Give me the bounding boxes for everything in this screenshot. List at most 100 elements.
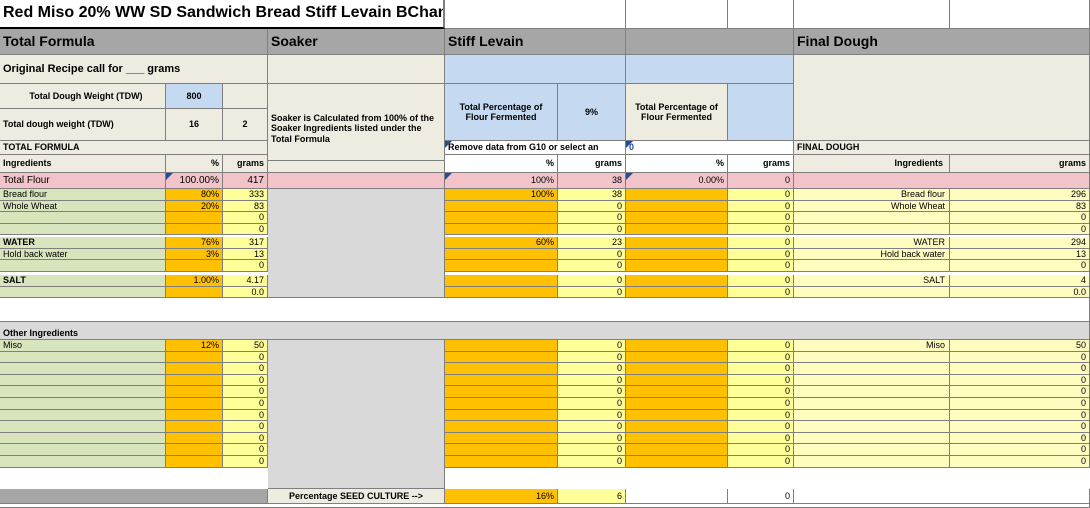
ingredient-grams[interactable]: 0	[223, 410, 268, 421]
sheet-title[interactable]: Red Miso 20% WW SD Sandwich Bread Stiff …	[0, 0, 445, 29]
ingredient-grams[interactable]: 0	[223, 224, 268, 235]
c4-pct[interactable]	[626, 386, 728, 398]
fd-ingredients-header[interactable]: Ingredients	[794, 155, 950, 173]
tdw2-extra[interactable]: 2	[223, 109, 268, 141]
pct-header[interactable]: %	[166, 155, 223, 173]
total-flour-pct[interactable]: 100.00%	[166, 173, 223, 189]
ingredient-pct[interactable]: 80%	[166, 189, 223, 201]
levain-grams[interactable]: 0	[558, 212, 626, 224]
final-dough-grams[interactable]: 0	[950, 352, 1090, 363]
final-dough-grams[interactable]: 0	[950, 421, 1090, 433]
ingredient-pct[interactable]	[166, 224, 223, 235]
ingredient-pct[interactable]: 1.00%	[166, 275, 223, 287]
ingredient-label[interactable]	[0, 224, 166, 235]
soaker-block[interactable]	[268, 340, 445, 489]
ingredient-grams[interactable]: 0	[223, 386, 268, 398]
ingredient-label[interactable]	[0, 375, 166, 386]
final-dough-grams[interactable]: 0	[950, 363, 1090, 375]
final-dough-label[interactable]	[794, 421, 950, 433]
ingredient-pct[interactable]	[166, 260, 223, 272]
empty-cell[interactable]	[626, 489, 728, 504]
c4-pct[interactable]	[626, 410, 728, 421]
c4-flour-grams[interactable]: 0	[728, 173, 794, 189]
ingredient-label[interactable]	[0, 363, 166, 375]
c4-grams[interactable]: 0	[728, 444, 794, 456]
ingredient-label[interactable]: WATER	[0, 237, 166, 249]
levain-grams[interactable]: 0	[558, 201, 626, 212]
levain-pct[interactable]	[445, 224, 558, 235]
ingredient-grams[interactable]: 0	[223, 456, 268, 468]
c4-grams[interactable]: 0	[728, 410, 794, 421]
c4-grams[interactable]: 0	[728, 237, 794, 249]
header-stiff-levain[interactable]: Stiff Levain	[445, 29, 626, 55]
levain-info[interactable]	[445, 55, 626, 84]
ingredient-label[interactable]: Hold back water	[0, 249, 166, 260]
final-dough-grams[interactable]: 0	[950, 398, 1090, 410]
ingredient-grams[interactable]: 0.0	[223, 287, 268, 298]
ingredient-grams[interactable]: 0	[223, 260, 268, 272]
final-dough-label[interactable]	[794, 287, 950, 298]
lev-pct-header[interactable]: %	[445, 155, 558, 173]
final-dough-label[interactable]: SALT	[794, 275, 950, 287]
tdw2-value[interactable]: 16	[166, 109, 223, 141]
ingredient-pct[interactable]	[166, 212, 223, 224]
levain-grams[interactable]: 0	[558, 275, 626, 287]
col4-pct-label[interactable]: Total Percentage of Flour Fermented	[626, 84, 728, 141]
empty-cell[interactable]	[728, 0, 794, 29]
levain-grams[interactable]: 0	[558, 352, 626, 363]
levain-grams[interactable]: 0	[558, 249, 626, 260]
c4-pct[interactable]	[626, 201, 728, 212]
c4-pct[interactable]	[626, 249, 728, 260]
seed-grams[interactable]: 6	[558, 489, 626, 504]
c4-pct[interactable]	[626, 456, 728, 468]
final-dough-label[interactable]	[794, 260, 950, 272]
c4-pct[interactable]	[626, 421, 728, 433]
final-dough-label[interactable]	[794, 224, 950, 235]
c4-grams[interactable]: 0	[728, 189, 794, 201]
final-dough-label[interactable]: Miso	[794, 340, 950, 352]
final-dough-label[interactable]	[794, 456, 950, 468]
levain-pct[interactable]	[445, 352, 558, 363]
levain-grams[interactable]: 0	[558, 224, 626, 235]
final-dough-grams[interactable]: 0	[950, 444, 1090, 456]
seed-culture-label[interactable]: Percentage SEED CULTURE -->	[268, 489, 445, 504]
levain-pct[interactable]	[445, 444, 558, 456]
final-dough-grams[interactable]: 50	[950, 340, 1090, 352]
fd-grams-header[interactable]: grams	[950, 155, 1090, 173]
c4-flour-pct[interactable]: 0.00%	[626, 173, 728, 189]
lev-grams-header[interactable]: grams	[558, 155, 626, 173]
header-blank[interactable]	[626, 29, 794, 55]
ingredient-grams[interactable]: 0	[223, 363, 268, 375]
total-flour-label[interactable]: Total Flour	[0, 173, 166, 189]
header-soaker[interactable]: Soaker	[268, 29, 445, 55]
final-dough-label[interactable]	[794, 398, 950, 410]
final-dough-grams[interactable]: 0	[950, 212, 1090, 224]
tdw2-label[interactable]: Total dough weight (TDW)	[0, 109, 166, 141]
levain-pct[interactable]	[445, 363, 558, 375]
final-dough-grams[interactable]: 0	[950, 456, 1090, 468]
ingredient-label[interactable]	[0, 410, 166, 421]
c4-grams[interactable]: 0	[728, 398, 794, 410]
c4-grams[interactable]: 0	[728, 212, 794, 224]
final-dough-grams[interactable]: 0	[950, 433, 1090, 444]
ingredient-pct[interactable]	[166, 363, 223, 375]
levain-pct[interactable]	[445, 386, 558, 398]
ingredient-label[interactable]	[0, 398, 166, 410]
ingredient-grams[interactable]: 83	[223, 201, 268, 212]
final-dough-grams[interactable]: 0.0	[950, 287, 1090, 298]
seed-blank[interactable]	[0, 489, 268, 504]
ingredient-pct[interactable]	[166, 287, 223, 298]
final-dough-grams[interactable]: 296	[950, 189, 1090, 201]
ingredient-grams[interactable]: 0	[223, 444, 268, 456]
ingredient-label[interactable]	[0, 352, 166, 363]
levain-pct[interactable]	[445, 421, 558, 433]
c4-grams[interactable]: 0	[728, 386, 794, 398]
ingredient-pct[interactable]	[166, 398, 223, 410]
levain-grams[interactable]: 0	[558, 456, 626, 468]
levain-grams[interactable]: 0	[558, 433, 626, 444]
ingredient-grams[interactable]: 317	[223, 237, 268, 249]
c4-grams-header[interactable]: grams	[728, 155, 794, 173]
final-dough-grams[interactable]: 0	[950, 224, 1090, 235]
c4-grams[interactable]: 0	[728, 340, 794, 352]
lev-flour-pct[interactable]: 100%	[445, 173, 558, 189]
